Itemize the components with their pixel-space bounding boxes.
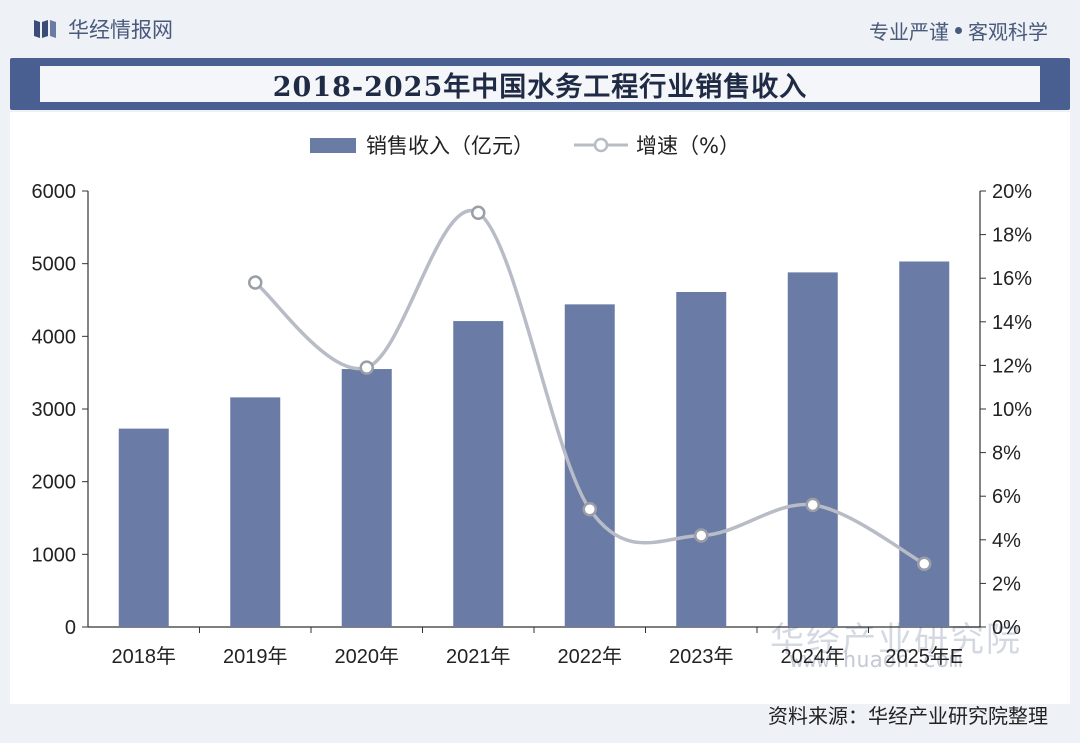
y-right-tick-label: 6% <box>992 486 1021 508</box>
y-left-tick-label: 5000 <box>32 254 77 276</box>
slogan: 专业严谨 客观科学 <box>869 16 1048 45</box>
growth-point <box>248 275 263 290</box>
x-tick-label: 2020年 <box>335 645 400 668</box>
growth-point <box>471 205 486 221</box>
bar <box>118 428 169 627</box>
x-tick-label: 2022年 <box>558 645 623 668</box>
y-left-tick-label: 3000 <box>32 399 77 421</box>
bar <box>453 321 504 627</box>
top-header: 华经情报网 专业严谨 客观科学 <box>0 0 1080 56</box>
y-left-tick-label: 0 <box>65 617 76 639</box>
watermark-url: www.huaon.com <box>790 648 963 673</box>
chart-panel <box>10 112 1070 704</box>
x-tick-label: 2023年 <box>669 645 734 668</box>
brand-logo-icon <box>34 20 56 38</box>
x-tick-label: 2021年 <box>446 645 511 668</box>
bar <box>899 261 950 627</box>
x-tick-label: 2024年 <box>781 645 846 668</box>
footer <box>0 704 1080 743</box>
bar <box>564 304 615 627</box>
bar <box>230 397 281 627</box>
source-note: 资料来源：华经产业研究院整理 <box>768 704 1048 728</box>
y-right-tick-label: 16% <box>992 268 1032 290</box>
y-right-tick-label: 2% <box>992 573 1021 595</box>
y-right-tick-label: 8% <box>992 443 1021 465</box>
brand[interactable]: 华经情报网 <box>32 14 173 44</box>
x-tick-label: 2025年E <box>885 645 963 668</box>
slogan-right: 客观科学 <box>968 20 1048 44</box>
growth-point <box>359 360 374 375</box>
slogan-dot-icon <box>955 27 962 34</box>
title-inner: 2018-2025年中国水务工程行业销售收入 <box>40 66 1040 103</box>
brand-name: 华经情报网 <box>68 18 173 42</box>
y-left-tick-label: 1000 <box>32 544 77 566</box>
x-tick-label: 2019年 <box>223 645 288 668</box>
y-right-tick-label: 4% <box>992 530 1021 552</box>
legend-bar-label: 销售收入（亿元） <box>366 134 534 158</box>
title-bar: 2018-2025年中国水务工程行业销售收入 <box>10 58 1070 110</box>
legend-line-label: 增速（%） <box>636 134 740 158</box>
y-right-tick-label: 20% <box>992 181 1032 203</box>
slogan-left: 专业严谨 <box>869 20 949 44</box>
legend-line-swatch <box>574 137 628 153</box>
bar <box>787 272 838 627</box>
chart-title: 2018-2025年中国水务工程行业销售收入 <box>272 71 808 103</box>
y-left-tick-label: 2000 <box>32 472 77 494</box>
growth-point <box>582 502 597 517</box>
bar <box>676 292 727 627</box>
y-right-tick-label: 18% <box>992 225 1032 247</box>
growth-point <box>694 528 709 543</box>
bar <box>341 369 392 627</box>
legend: 销售收入（亿元） 增速（%） <box>310 130 740 160</box>
y-left-tick-label: 4000 <box>32 326 77 348</box>
y-right-tick-label: 0% <box>992 617 1021 639</box>
y-left-tick-label: 6000 <box>32 181 77 203</box>
growth-point <box>805 497 820 513</box>
y-right-tick-label: 12% <box>992 355 1032 377</box>
y-right-tick-label: 14% <box>992 312 1032 334</box>
y-right-tick-label: 10% <box>992 399 1032 421</box>
legend-bar-swatch <box>310 137 356 153</box>
growth-point <box>917 556 932 572</box>
x-tick-label: 2018年 <box>112 645 177 668</box>
